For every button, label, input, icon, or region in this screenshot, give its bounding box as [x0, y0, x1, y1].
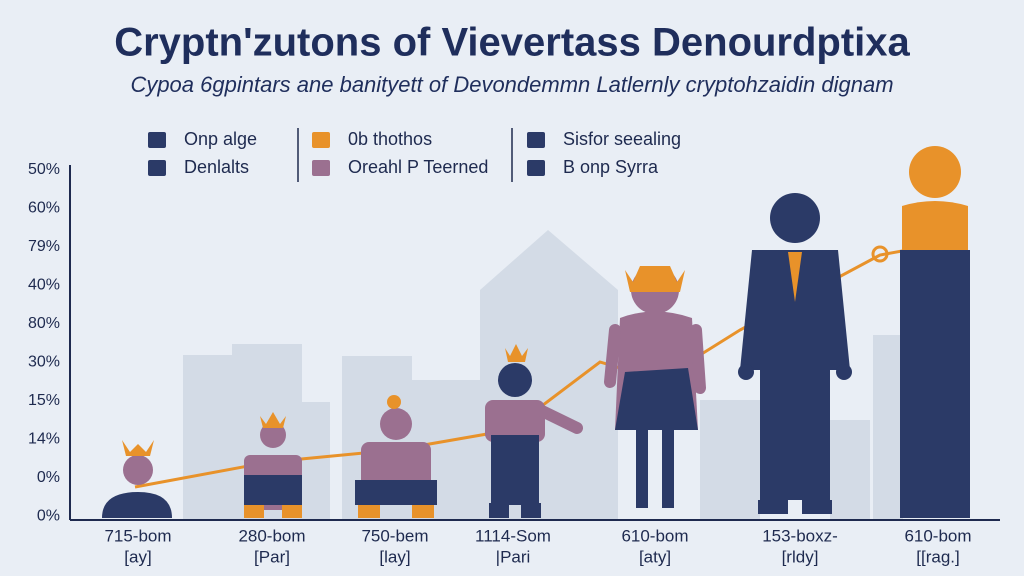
y-axis-label: 40% [28, 277, 60, 294]
x-axis-label: 610-bom [621, 526, 688, 545]
y-axis-label: 0% [37, 508, 60, 525]
legend-label: Onp alge [184, 129, 257, 149]
figure-1 [102, 440, 172, 518]
x-axis-label: 715-bom [104, 526, 171, 545]
legend-swatch [527, 160, 545, 176]
figure-2 [244, 412, 302, 518]
x-axis-label: [aty] [639, 547, 671, 566]
x-axis-label: [rldy] [782, 547, 819, 566]
y-axis-label: 60% [28, 200, 60, 217]
legend-swatch [148, 132, 166, 148]
figure-4 [485, 344, 583, 518]
legend-label: 0b thothos [348, 129, 432, 149]
figure-7 [871, 146, 970, 518]
x-axis-label: [[rag.] [916, 547, 959, 566]
x-axis-label: 1114-Som [475, 526, 551, 545]
subtitle: Cypoa 6gpintars ane banityett of Devonde… [130, 72, 893, 97]
y-axis-label: 79% [28, 238, 60, 255]
x-axis-label: |Pari [496, 547, 531, 566]
y-axis-label: 0% [37, 469, 60, 486]
y-axis-label: 15% [28, 392, 60, 409]
title: Cryptn'zutons of Vievertass Denourdptixa [114, 21, 910, 65]
x-axis-label: 153-boxz- [762, 526, 838, 545]
x-axis-label: 610-bom [904, 526, 971, 545]
legend-label: B onp Syrra [563, 157, 659, 177]
figure-6 [738, 193, 852, 514]
y-axis-label: 50% [28, 161, 60, 178]
x-axis-label: 280-bom [238, 526, 305, 545]
legend-label: Sisfor seealing [563, 129, 681, 149]
figure-5 [604, 266, 706, 508]
figure-3 [355, 395, 437, 518]
x-axis-label: 750-bem [361, 526, 428, 545]
legend-swatch [148, 160, 166, 176]
legend-swatch [312, 132, 330, 148]
x-axis-label: [Par] [254, 547, 290, 566]
x-axis-label: [lay] [379, 547, 410, 566]
y-axis-label: 80% [28, 315, 60, 332]
legend-label: Oreahl P Teerned [348, 157, 488, 177]
x-axis-label: [ay] [124, 547, 151, 566]
legend-swatch [527, 132, 545, 148]
y-axis-label: 30% [28, 354, 60, 371]
y-axis-label: 14% [28, 431, 60, 448]
legend-swatch [312, 160, 330, 176]
legend-label: Denlalts [184, 157, 249, 177]
